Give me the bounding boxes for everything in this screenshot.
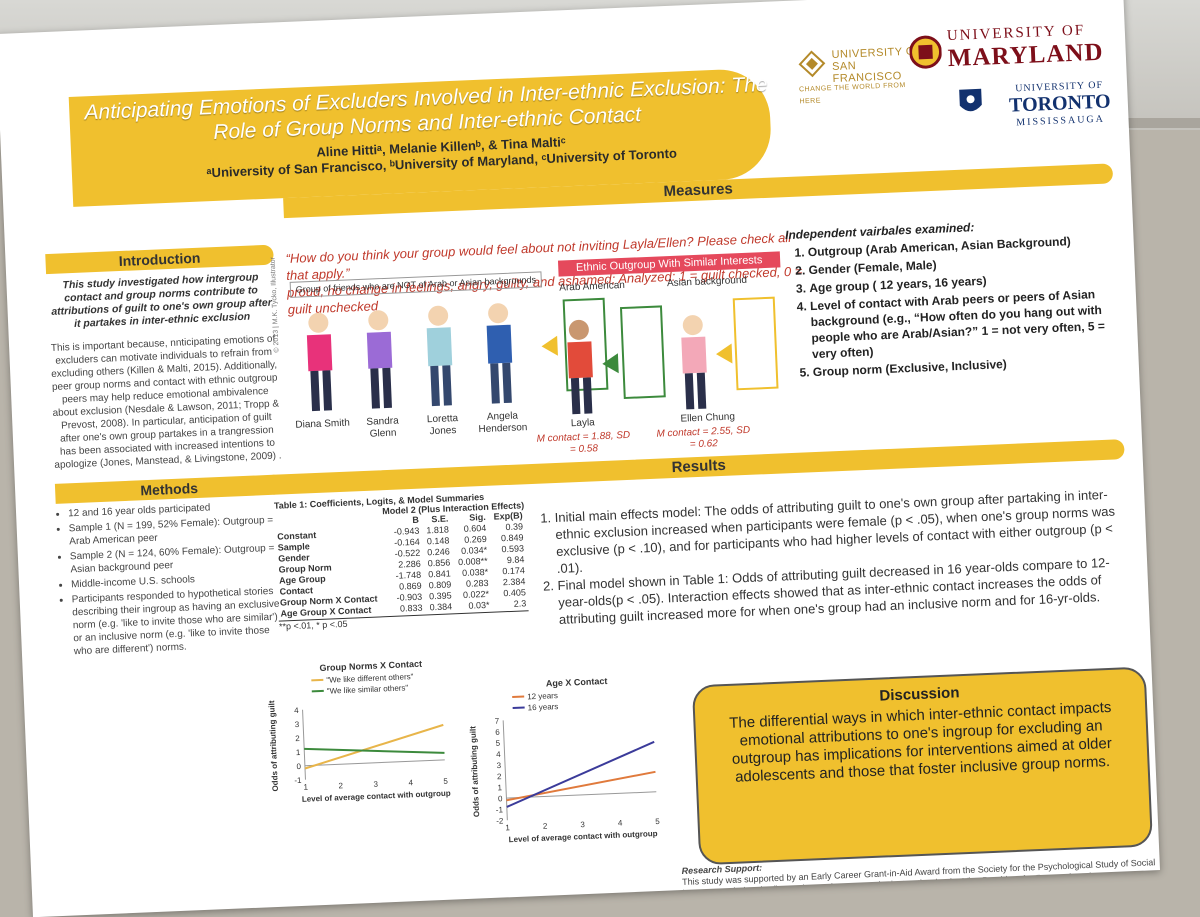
ellen-name: Ellen Chung	[680, 411, 736, 425]
x-axis-label: Level of average contact with outgroup	[302, 789, 451, 804]
y-axis-label: Odds of attributing guilt	[468, 726, 481, 818]
iv-list: Outgroup (Arab American, Asian Backgroun…	[786, 231, 1121, 381]
x-tick-label: 5	[655, 817, 660, 826]
series-line	[304, 747, 445, 754]
usf-emblem-icon	[798, 50, 826, 78]
legend-swatch	[512, 706, 525, 709]
chart-title: Group Norms X Contact	[319, 659, 422, 673]
y-tick-label: 0	[498, 794, 503, 803]
y-tick-label: 1	[497, 783, 502, 792]
iv-item: Level of contact with Arab peers or peer…	[810, 285, 1120, 362]
intro-lead: This study investigated how intergroup c…	[51, 271, 273, 330]
x-tick-label: 5	[443, 777, 448, 786]
ingroup-kid-angela	[486, 303, 513, 404]
y-tick-label: 3	[295, 720, 300, 729]
chart-group-norms-contact: Group Norms X Contact"We like different …	[267, 659, 451, 804]
kid-name: Diana Smith	[295, 417, 351, 431]
outgroup-kid-layla	[567, 319, 593, 415]
left-column: Introduction This study investigated how…	[45, 244, 290, 661]
legend-swatch	[311, 689, 324, 693]
y-tick-label: 0	[296, 762, 301, 771]
x-tick-label: 2	[338, 781, 343, 790]
x-axis-label: Level of average contact with outgroup	[509, 829, 658, 844]
table-cell: 2.3	[513, 598, 527, 609]
y-tick-label: -2	[496, 816, 504, 825]
legend-swatch	[512, 695, 525, 698]
table-cell: 0.03*	[468, 599, 490, 611]
ingroup-kid-sandra	[366, 310, 393, 409]
kid-name: Sandra Glenn	[366, 415, 399, 440]
x-tick-label: 4	[618, 818, 623, 827]
methods-item: Participants responded to hypothetical s…	[71, 584, 290, 658]
x-tick-label: 3	[580, 820, 585, 829]
umd-line2: MARYLAND	[947, 38, 1105, 73]
arrow-left-icon	[541, 335, 558, 356]
y-tick-label: 6	[495, 728, 500, 737]
chart-title: Age X Contact	[546, 676, 608, 689]
coefficients-table: Table 1: Coefficients, Logits, & Model S…	[274, 490, 530, 632]
x-axis	[304, 759, 445, 767]
legend-entry: "We like similar others"	[327, 683, 409, 695]
ellen-contact-stat: M contact = 2.55, SD = 0.62	[656, 424, 751, 451]
table-cell: 0.384	[429, 601, 453, 613]
usf-tagline: CHANGE THE WORLD FROM HERE	[798, 81, 906, 106]
story-panel-3	[732, 296, 779, 391]
results-text: Initial main effects model: The odds of …	[536, 485, 1130, 629]
y-axis	[502, 720, 508, 821]
kid-name: Angela Henderson	[478, 410, 528, 436]
y-tick-label: -1	[294, 776, 302, 785]
poster: Anticipating Emotions of Excluders Invol…	[0, 0, 1160, 917]
outgroup-kid-ellen	[681, 315, 707, 410]
intro-body: This is important because, nnticipating …	[50, 333, 282, 471]
y-tick-label: 3	[496, 761, 501, 770]
x-tick-label: 2	[543, 822, 548, 831]
y-axis	[302, 709, 306, 780]
legend-entry: 12 years	[527, 691, 558, 701]
y-axis-label: Odds of attributing guilt	[267, 700, 280, 792]
legend-swatch	[311, 678, 324, 682]
x-tick-label: 4	[408, 778, 413, 787]
legend-entry: "We like different others"	[326, 672, 414, 685]
arrow-left-icon	[602, 353, 619, 374]
x-tick-label: 1	[303, 783, 308, 792]
methods-list: 12 and 16 year olds participated Sample …	[56, 498, 290, 658]
uoft-logo: UNIVERSITY OF TORONTO MISSISSAUGA	[959, 79, 1131, 130]
table-cell: 0.833	[399, 602, 423, 614]
kid-name: Loretta Jones	[426, 412, 459, 438]
y-tick-label: -1	[496, 805, 504, 814]
y-tick-label: 2	[295, 734, 300, 743]
arrow-left-icon	[716, 343, 733, 364]
usf-logo: UNIVERSITY OF SAN FRANCISCO CHANGE THE W…	[797, 41, 929, 105]
discussion-body: The differential ways in which inter-eth…	[728, 698, 1113, 786]
ingroup-kid-diana	[306, 312, 333, 412]
series-line	[304, 723, 444, 770]
umd-seal-icon	[909, 35, 943, 69]
illustration	[306, 296, 779, 415]
story-panel-2	[619, 305, 666, 400]
y-tick-label: 4	[496, 750, 501, 759]
intro-heading: Introduction	[45, 244, 274, 275]
legend-entry: 16 years	[527, 702, 558, 712]
series-line	[506, 740, 655, 808]
layla-contact-stat: M contact = 1.88, SD = 0.58	[536, 429, 631, 456]
layla-name: Layla	[570, 417, 595, 430]
series-line	[506, 770, 656, 802]
independent-variables: Independent vairbales examined: Outgroup…	[785, 213, 1121, 383]
umd-logo: UNIVERSITY OF MARYLAND	[909, 21, 1119, 73]
ingroup-kid-loretta	[426, 305, 453, 407]
y-tick-label: 2	[497, 772, 502, 781]
y-tick-label: 1	[296, 748, 301, 757]
y-tick-label: 7	[495, 717, 500, 726]
x-tick-label: 1	[505, 823, 510, 832]
y-tick-label: 5	[495, 739, 500, 748]
uoft-crest-icon	[959, 88, 982, 112]
x-tick-label: 3	[373, 780, 378, 789]
discussion-box: Discussion The differential ways in whic…	[691, 666, 1154, 866]
y-tick-label: 4	[294, 706, 299, 715]
